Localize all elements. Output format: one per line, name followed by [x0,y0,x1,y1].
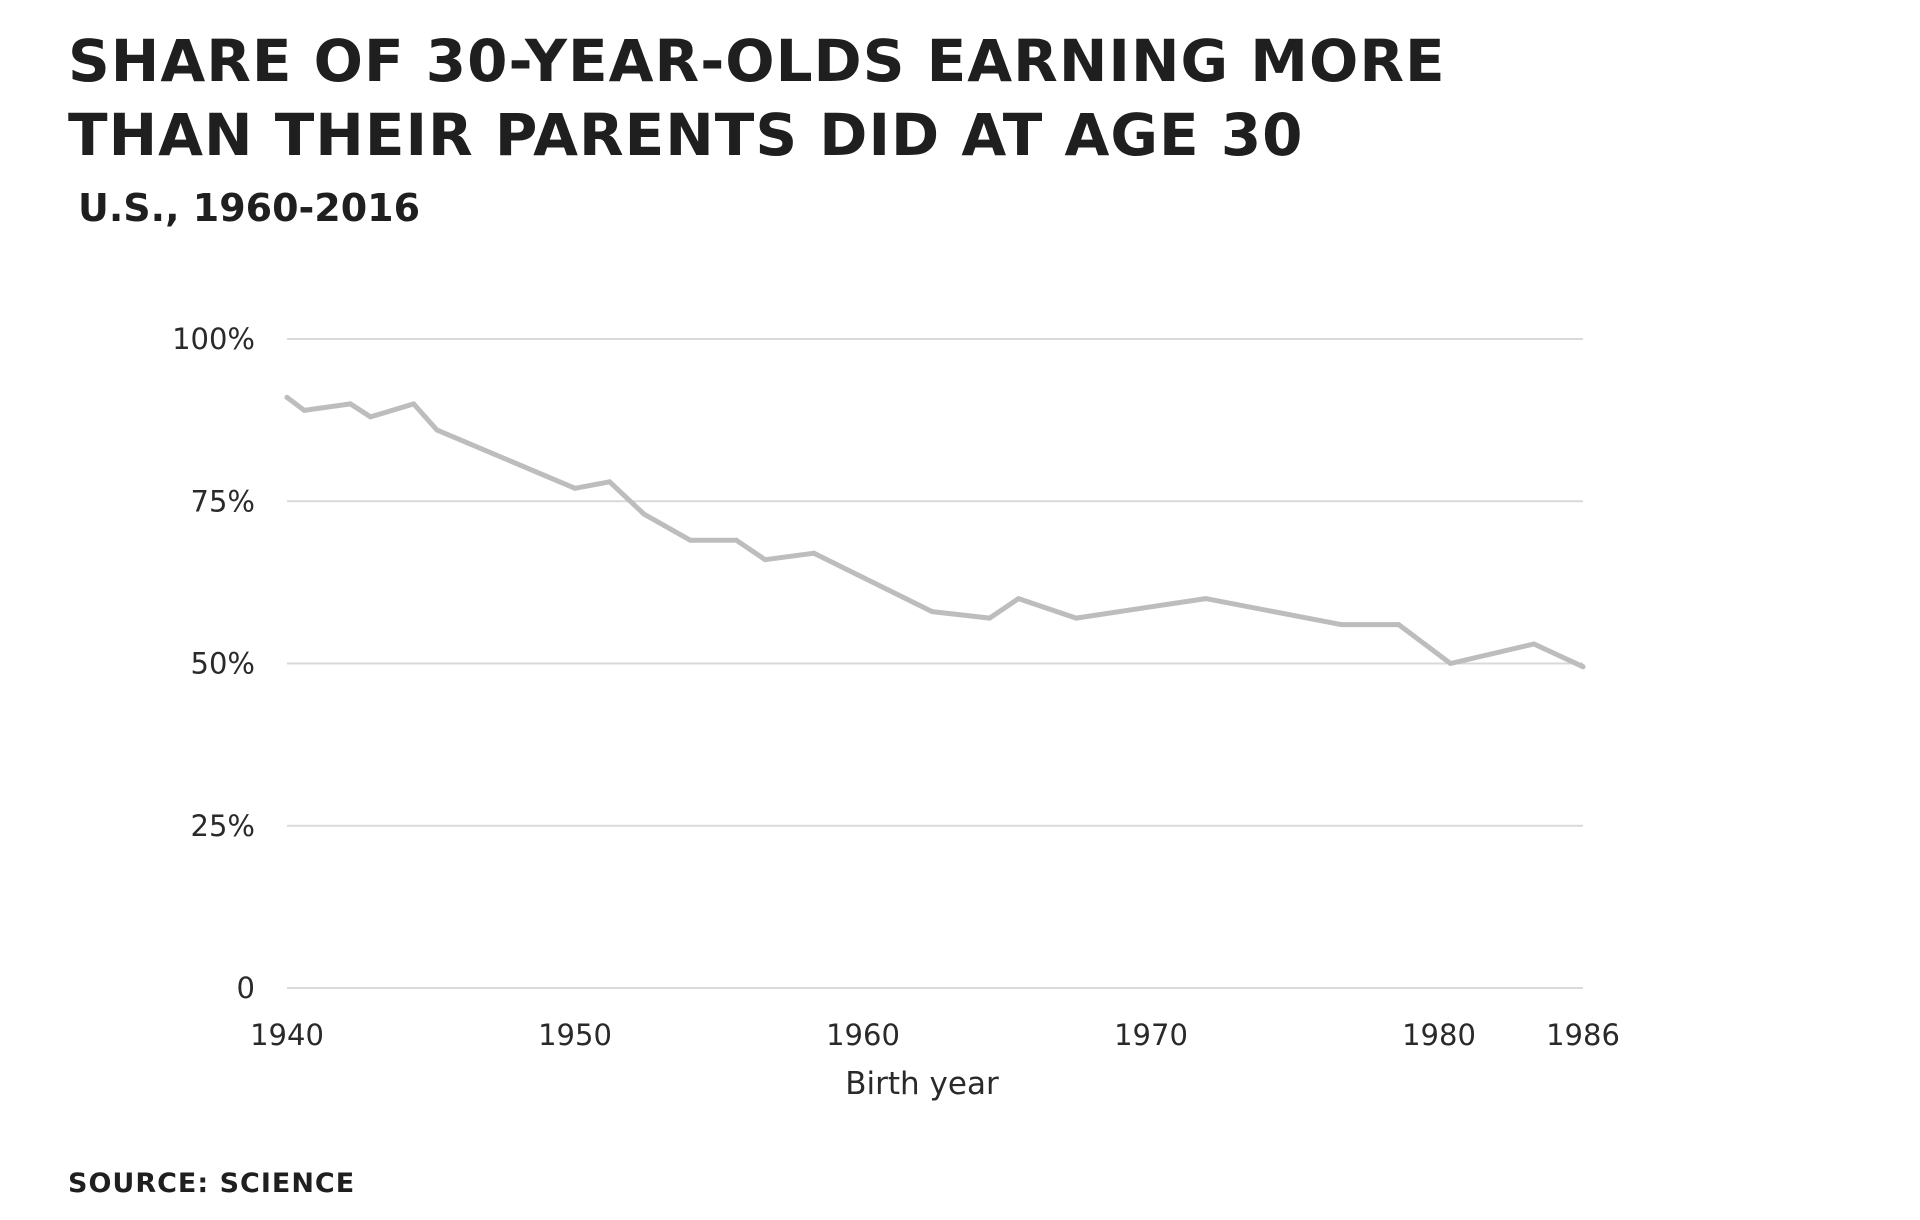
data-point [1580,664,1586,670]
data-point [929,609,935,615]
x-tick-label: 1950 [538,1018,612,1052]
series-line [284,394,1586,670]
chart-subtitle: U.S., 1960-2016 [78,186,421,230]
x-tick-label: 1960 [826,1018,900,1052]
y-tick-label: 75% [191,484,255,518]
x-tick-label: 1986 [1546,1018,1620,1052]
y-axis-ticks: 0 25% 50% 75% 100% [172,322,255,1005]
chart-title: SHARE OF 30-YEAR-OLDS EARNING MORE THAN … [68,27,1446,169]
x-tick-label: 1980 [1402,1018,1476,1052]
data-point [733,537,739,543]
y-tick-label: 0 [237,971,255,1005]
data-point [762,557,768,563]
gridlines [287,338,1583,989]
data-point [434,427,440,433]
data-point [1531,641,1537,647]
data-point [1016,596,1022,602]
x-axis-label: Birth year [845,1066,999,1102]
data-point [347,401,353,407]
data-point [687,537,693,543]
x-tick-label: 1940 [250,1018,324,1052]
x-tick-label: 1970 [1114,1018,1188,1052]
data-point [987,615,993,621]
y-tick-label: 50% [191,647,255,681]
data-point [641,511,647,517]
data-point [368,414,374,420]
data-point [411,401,417,407]
data-point [1203,596,1209,602]
source-note: SOURCE: SCIENCE [68,1168,356,1199]
data-point [284,394,290,400]
y-tick-label: 100% [172,322,255,356]
x-axis-ticks: 1940 1950 1960 1970 1980 1986 [250,1018,1620,1052]
data-point [1396,622,1402,628]
y-tick-label: 25% [191,809,255,843]
data-point [607,479,613,485]
data-point [301,407,307,413]
data-point [572,485,578,491]
data-point [811,550,817,556]
series-layer [284,394,1586,670]
data-point [1338,622,1344,628]
data-point [1073,615,1079,621]
data-point [1448,661,1454,666]
